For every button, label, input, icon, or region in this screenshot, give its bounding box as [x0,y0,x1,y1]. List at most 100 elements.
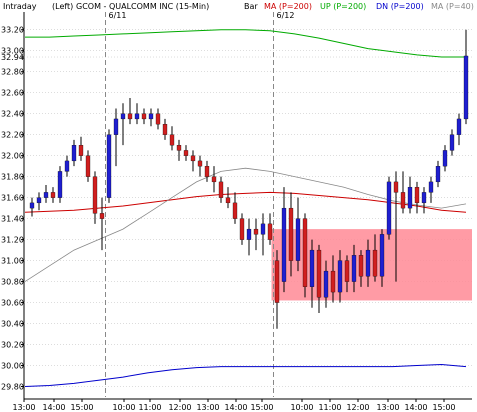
candle-body [78,145,84,156]
session-label-layer: 6/11 6/12 [109,11,295,20]
x-tick-label: 11:00 [318,403,341,412]
candle-body [435,166,441,183]
candle-body [372,249,378,277]
candle-body [218,181,224,198]
candle-body [50,192,56,198]
candle-body [148,113,154,120]
y-tick-label: 32.60 [1,89,24,98]
y-tick-label: 32.40 [1,110,24,119]
symbol-label: GCOM - QUALCOMM INC (15-Min) [76,2,209,11]
y-tick-label: 32.00 [1,152,24,161]
y-tick-label: 30.80 [1,278,24,287]
candle-body [169,134,175,146]
y-tick-label: 32.20 [1,131,24,140]
y-tick-label: 31.60 [1,194,24,203]
candle-body [253,228,259,235]
x-tick-label: 15:00 [432,403,455,412]
y-tick-label: 31.80 [1,173,24,182]
y-tick-label: 30.60 [1,299,24,308]
legend-ma200: MA (P=200) [264,2,312,11]
x-tick-label: 12:00 [168,403,191,412]
candle-body [456,118,462,135]
candle-body [358,255,364,277]
x-tick-label: 12:00 [346,403,369,412]
x-tick-layer: 13:00 14:00 15:00 10:00 11:00 12:00 13:00 14:00… [12,399,456,412]
candle-body [190,155,196,162]
candle-body [43,192,49,198]
lower-band-line [24,363,467,387]
candle-body [330,270,336,293]
candle-body [295,218,301,261]
candle-body [316,249,322,298]
candle-body [225,197,231,204]
candle-body [260,223,266,235]
candle-body [281,207,287,282]
candle-body [120,113,126,120]
candle-body [162,124,168,135]
x-tick-label: 15:00 [70,403,93,412]
candle-body [106,134,112,198]
y-tick-label: 32.80 [1,68,24,77]
x-tick-label: 10:00 [112,403,135,412]
candle-body [421,192,427,204]
x-tick-label: 10:00 [290,403,313,412]
candle-body [274,260,280,303]
candle-body [351,255,357,282]
candle-body [267,223,273,240]
candle-body [288,207,294,261]
candle-body [239,218,245,240]
y-tick-label: 33.20 [1,26,24,35]
y-tick-label: 31.00 [1,257,24,266]
x-tick-label: 15:00 [250,403,273,412]
candle-body [183,150,189,156]
candle-body [127,113,133,120]
session-label: 6/12 [277,11,295,20]
y-tick-label: 31.20 [1,236,24,245]
candle-body [99,213,105,219]
candle-body [134,113,140,120]
candle-body [379,234,385,277]
line-layer [24,29,467,387]
interval-label: Intraday [3,2,37,11]
candle-body [302,218,308,287]
y-tick-label: 30.40 [1,320,24,329]
highlight-zone [271,229,472,301]
candle-body [197,160,203,167]
candle-body [92,176,98,214]
candle-body [449,134,455,151]
candle-body [407,186,413,209]
candle-body [442,150,448,167]
legend-upper-band: UP (P=200) [320,2,366,11]
candle-body [344,260,350,282]
candle-body [64,160,70,172]
candle-body [232,202,238,219]
candle-body [71,145,77,162]
candle-body [246,228,252,240]
bar-label: Bar [244,2,258,11]
candle-body [113,118,119,135]
candle-body [309,249,315,287]
x-tick-label: 14:00 [404,403,427,412]
ma200-line [24,191,467,213]
y-tick-label: 31.40 [1,215,24,224]
x-tick-label: 11:00 [138,403,161,412]
candle-body [57,171,63,198]
y-tick-label: 32.94 [1,53,24,62]
candle-body [428,181,434,193]
axis-side-label: (Left) [52,2,73,11]
candle-body [211,176,217,183]
x-tick-label: 14:00 [42,403,65,412]
candle-body [400,192,406,209]
zone-layer [271,229,472,301]
candle-body [414,186,420,204]
candle-body [85,155,91,177]
candle-body [386,181,392,235]
y-tick-label: 29.80 [1,383,24,392]
candle-body [365,249,371,277]
legend-lower-band: DN (P=200) [376,2,424,11]
candle-body [36,197,42,204]
candle-body [204,166,210,177]
